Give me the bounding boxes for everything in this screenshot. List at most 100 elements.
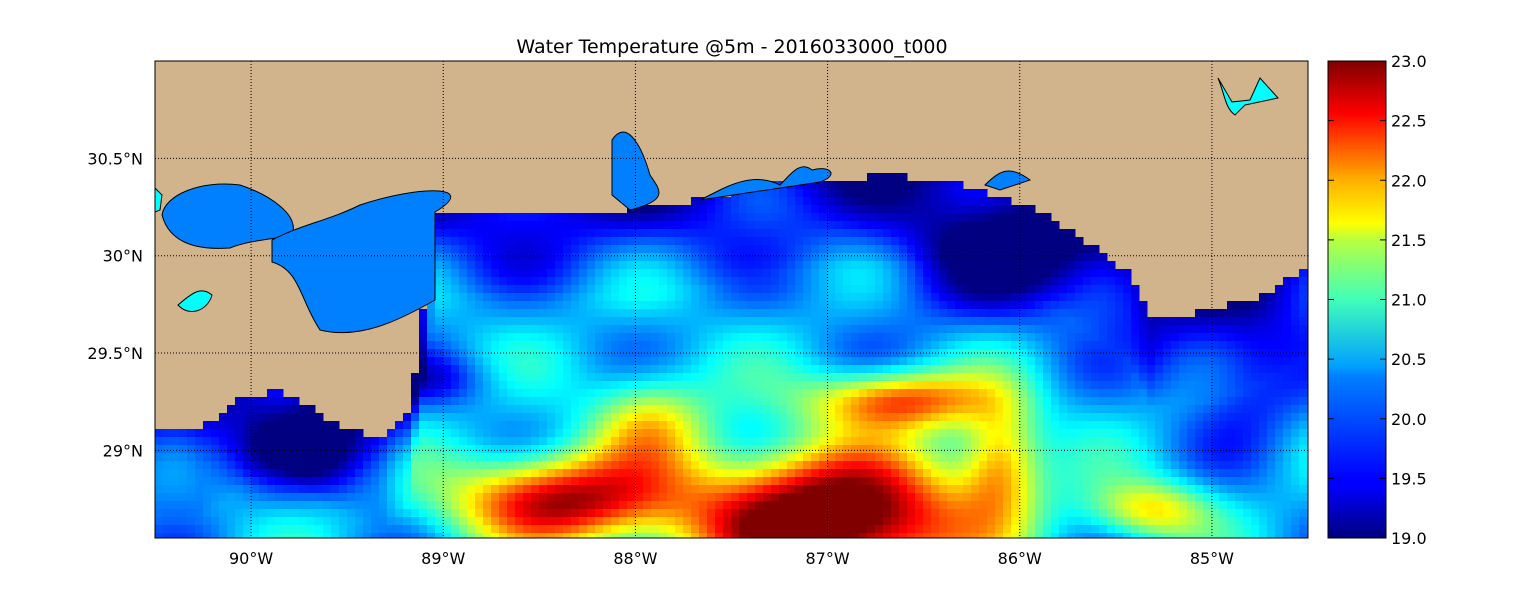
ocean-cell: [571, 389, 580, 398]
ocean-cell: [1115, 381, 1124, 390]
ocean-cell: [483, 421, 492, 430]
ocean-cell: [1155, 317, 1164, 326]
ocean-cell: [1259, 293, 1268, 302]
ocean-cell: [851, 333, 860, 342]
ocean-cell: [467, 253, 476, 262]
ocean-cell: [587, 341, 596, 350]
ocean-cell: [867, 309, 876, 318]
ocean-cell: [803, 229, 812, 238]
ocean-cell: [563, 493, 572, 502]
ocean-cell: [955, 509, 964, 518]
ocean-cell: [891, 269, 900, 278]
ocean-cell: [1107, 317, 1116, 326]
ocean-cell: [427, 341, 436, 350]
ocean-cell: [835, 205, 844, 214]
ocean-cell: [475, 245, 484, 254]
ocean-cell: [587, 477, 596, 486]
ocean-cell: [747, 285, 756, 294]
ocean-cell: [283, 469, 292, 478]
ocean-cell: [163, 525, 172, 534]
ocean-cell: [1091, 317, 1100, 326]
ocean-cell: [931, 245, 940, 254]
ocean-cell: [1147, 357, 1156, 366]
ocean-cell: [1291, 461, 1300, 470]
ocean-cell: [331, 485, 340, 494]
ocean-cell: [1035, 221, 1044, 230]
ocean-cell: [747, 213, 756, 222]
ocean-cell: [491, 261, 500, 270]
ocean-cell: [907, 413, 916, 422]
ocean-cell: [219, 429, 228, 438]
ocean-cell: [763, 237, 772, 246]
ocean-cell: [635, 445, 644, 454]
ocean-cell: [907, 453, 916, 462]
ocean-cell: [595, 301, 604, 310]
ocean-cell: [691, 381, 700, 390]
ocean-cell: [395, 469, 404, 478]
ocean-cell: [1115, 437, 1124, 446]
ocean-cell: [683, 525, 692, 534]
ocean-cell: [467, 293, 476, 302]
ocean-cell: [1171, 453, 1180, 462]
ocean-cell: [555, 533, 564, 538]
ocean-cell: [283, 477, 292, 486]
ocean-cell: [347, 437, 356, 446]
ocean-cell: [915, 421, 924, 430]
ocean-cell: [459, 445, 468, 454]
ocean-cell: [379, 485, 388, 494]
ocean-cell: [987, 245, 996, 254]
ocean-cell: [763, 389, 772, 398]
ocean-cell: [883, 189, 892, 198]
ocean-cell: [843, 365, 852, 374]
ocean-cell: [923, 333, 932, 342]
ocean-cell: [155, 525, 164, 534]
ocean-cell: [395, 525, 404, 534]
ocean-cell: [819, 397, 828, 406]
ocean-cell: [1027, 485, 1036, 494]
ocean-cell: [1251, 477, 1260, 486]
ocean-cell: [1163, 357, 1172, 366]
ocean-cell: [451, 301, 460, 310]
ocean-cell: [811, 381, 820, 390]
ocean-cell: [923, 205, 932, 214]
ocean-cell: [883, 309, 892, 318]
ocean-cell: [1275, 493, 1284, 502]
ocean-cell: [651, 461, 660, 470]
ocean-cell: [707, 413, 716, 422]
ocean-cell: [579, 357, 588, 366]
ocean-cell: [835, 509, 844, 518]
ocean-cell: [675, 293, 684, 302]
ocean-cell: [755, 269, 764, 278]
ocean-cell: [955, 181, 964, 190]
ocean-cell: [1259, 413, 1268, 422]
ocean-cell: [739, 389, 748, 398]
ocean-cell: [1299, 341, 1308, 350]
ocean-cell: [1163, 365, 1172, 374]
ocean-cell: [595, 357, 604, 366]
ocean-cell: [1211, 477, 1220, 486]
ocean-cell: [1299, 461, 1308, 470]
ocean-cell: [523, 501, 532, 510]
ocean-cell: [931, 269, 940, 278]
ocean-cell: [1123, 309, 1132, 318]
ocean-cell: [475, 421, 484, 430]
ocean-cell: [1283, 461, 1292, 470]
ocean-cell: [1099, 293, 1108, 302]
ocean-cell: [955, 389, 964, 398]
ocean-cell: [427, 421, 436, 430]
ocean-cell: [451, 493, 460, 502]
ocean-cell: [491, 389, 500, 398]
ocean-cell: [795, 317, 804, 326]
ocean-cell: [851, 405, 860, 414]
ocean-cell: [923, 517, 932, 526]
ocean-cell: [771, 429, 780, 438]
ocean-cell: [939, 365, 948, 374]
ocean-cell: [1211, 461, 1220, 470]
ocean-cell: [843, 437, 852, 446]
ocean-cell: [507, 349, 516, 358]
ocean-cell: [499, 405, 508, 414]
ocean-cell: [1179, 317, 1188, 326]
ocean-cell: [979, 317, 988, 326]
ocean-cell: [979, 453, 988, 462]
ocean-cell: [931, 493, 940, 502]
